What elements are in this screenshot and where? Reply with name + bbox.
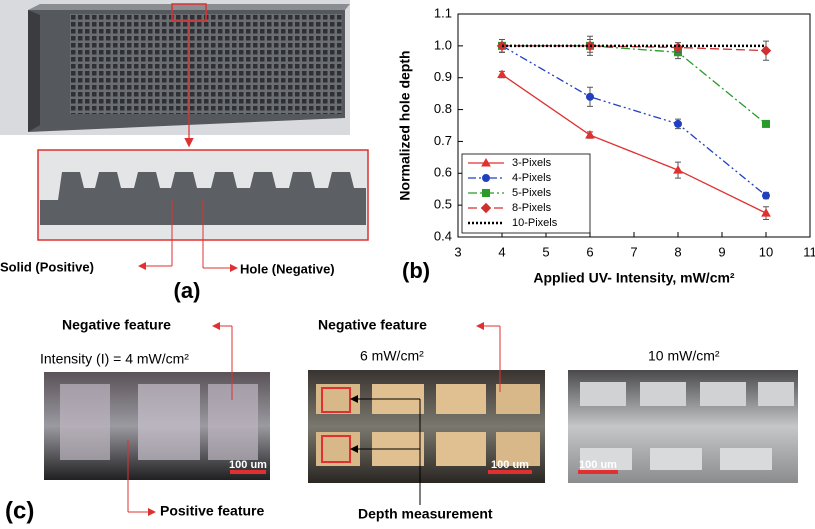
- legend-label: 4-Pixels: [512, 172, 552, 184]
- plot: 0.4 0.5 0.6 0.7 0.8 0.9 1.0 1.1 3 4 5 6 7 8 9 10 11 Appli…: [397, 5, 815, 285]
- x-tick-label: 5: [542, 244, 549, 259]
- scale-bar-label: 100 um: [229, 459, 267, 471]
- panel-a-render: [0, 0, 368, 268]
- x-tick-label: 8: [674, 244, 681, 259]
- marker: [483, 175, 490, 182]
- marker: [762, 209, 770, 216]
- annotation: 6 mW/cm²: [360, 348, 424, 364]
- legend-label: 5-Pixels: [512, 187, 552, 199]
- panel-label: (c): [5, 497, 34, 524]
- y-tick-label: 0.9: [434, 69, 452, 84]
- y-tick-label: 0.7: [434, 133, 452, 148]
- legend-label: 8-Pixels: [512, 202, 552, 214]
- y-tick-label: 0.5: [434, 197, 452, 212]
- marker: [763, 120, 770, 127]
- x-tick-label: 6: [586, 244, 593, 259]
- legend-label: 10-Pixels: [512, 217, 558, 229]
- annotation: Solid (Positive): [0, 259, 94, 274]
- marker: [587, 93, 594, 100]
- series-line: [502, 46, 766, 124]
- x-tick-label: 3: [454, 244, 461, 259]
- y-tick-label: 0.6: [434, 165, 452, 180]
- annotation: Negative feature: [62, 317, 171, 333]
- scale-bar-label: 100 um: [579, 459, 617, 471]
- panel-label: (a): [174, 278, 201, 303]
- scale-bar-label: 100 um: [491, 459, 529, 471]
- y-axis-label: Normalized hole depth: [397, 50, 413, 200]
- panel-label: (b): [402, 258, 430, 283]
- x-axis-label: Applied UV- Intensity, mW/cm²: [533, 270, 735, 286]
- x-tick-label: 10: [759, 244, 773, 259]
- x-tick-label: 7: [630, 244, 637, 259]
- annotation: Hole (Negative): [240, 261, 335, 276]
- y-tick-label: 0.8: [434, 101, 452, 116]
- marker: [483, 190, 490, 197]
- x-tick-label: 11: [803, 244, 815, 259]
- marker: [763, 192, 770, 199]
- y-tick-label: 1.1: [434, 5, 452, 20]
- annotation: Intensity (I) = 4 mW/cm²: [40, 351, 189, 367]
- x-tick-label: 4: [498, 244, 505, 259]
- marker: [762, 46, 771, 55]
- legend-label: 3-Pixels: [512, 157, 552, 169]
- annotation: Negative feature: [318, 317, 427, 333]
- y-tick-label: 0.4: [434, 228, 452, 243]
- marker: [675, 120, 682, 127]
- micrograph-2: [308, 370, 545, 505]
- annotation: Depth measurement: [358, 506, 493, 522]
- annotation: 10 mW/cm²: [648, 348, 720, 364]
- figure: Solid (Positive) Hole (Negative) (a) (b)…: [0, 0, 815, 529]
- x-tick-label: 9: [718, 244, 725, 259]
- annotation: Positive feature: [160, 503, 264, 519]
- y-tick-label: 1.0: [434, 37, 452, 52]
